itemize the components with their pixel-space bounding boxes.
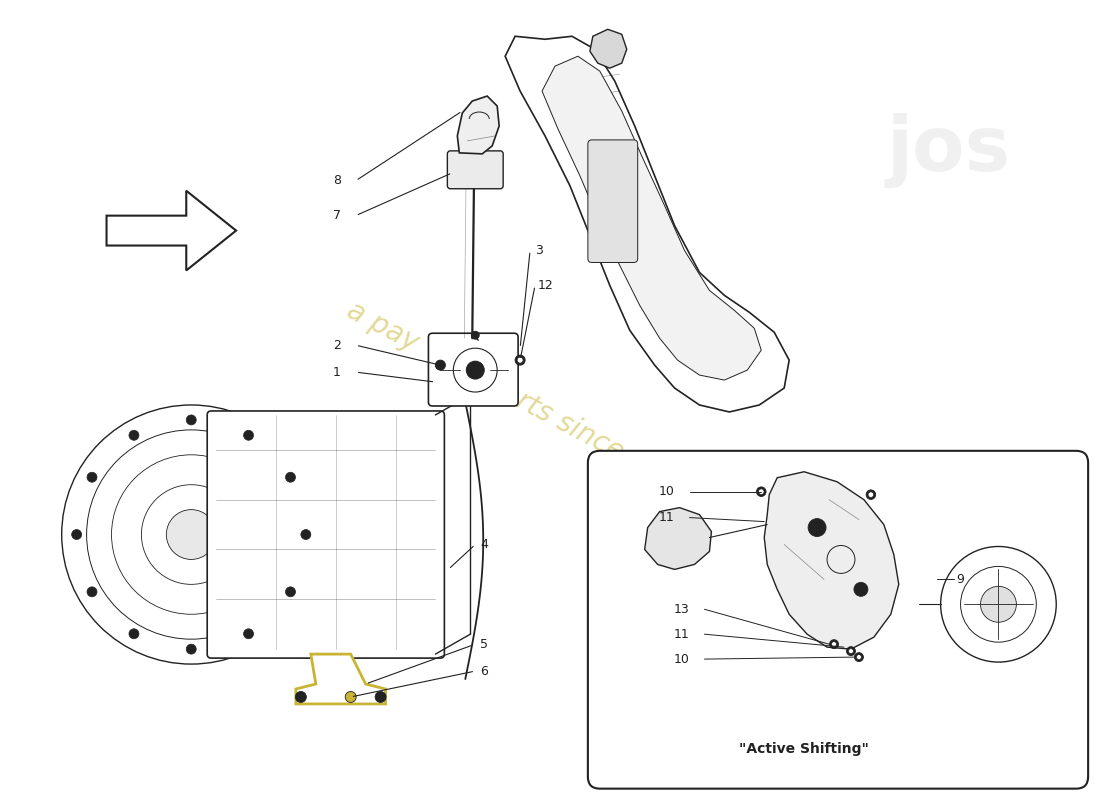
Circle shape: [301, 530, 311, 539]
Text: 8: 8: [332, 174, 341, 187]
Circle shape: [866, 490, 876, 499]
FancyBboxPatch shape: [448, 151, 503, 189]
Circle shape: [466, 361, 484, 379]
Circle shape: [186, 415, 196, 425]
Circle shape: [129, 629, 139, 638]
Circle shape: [848, 649, 854, 654]
Polygon shape: [764, 472, 899, 649]
Circle shape: [436, 360, 446, 370]
Text: 11: 11: [674, 628, 690, 641]
Circle shape: [980, 586, 1016, 622]
Circle shape: [515, 355, 525, 365]
Polygon shape: [590, 30, 627, 68]
Circle shape: [757, 487, 766, 497]
Circle shape: [854, 582, 868, 596]
Text: 7: 7: [332, 209, 341, 222]
Circle shape: [286, 587, 296, 597]
Circle shape: [868, 492, 873, 498]
Circle shape: [87, 472, 97, 482]
Circle shape: [832, 642, 836, 646]
FancyBboxPatch shape: [587, 451, 1088, 789]
Circle shape: [471, 331, 480, 339]
Polygon shape: [458, 96, 499, 154]
Circle shape: [72, 530, 81, 539]
Circle shape: [87, 587, 97, 597]
Text: 2: 2: [333, 338, 341, 352]
Text: 13: 13: [674, 602, 690, 616]
Circle shape: [759, 489, 764, 494]
FancyBboxPatch shape: [428, 334, 518, 406]
Text: jos: jos: [887, 114, 1011, 188]
Text: 1: 1: [333, 366, 341, 378]
Circle shape: [517, 357, 524, 363]
Circle shape: [345, 691, 356, 702]
Circle shape: [296, 691, 306, 702]
Polygon shape: [542, 56, 761, 380]
Circle shape: [808, 518, 826, 537]
Circle shape: [186, 644, 196, 654]
FancyBboxPatch shape: [587, 140, 638, 262]
Text: a pay    ior parts since 1985: a pay ior parts since 1985: [342, 296, 698, 504]
Text: 11: 11: [659, 511, 674, 524]
Text: 9: 9: [957, 573, 965, 586]
Circle shape: [855, 653, 864, 662]
Text: 5: 5: [481, 638, 488, 650]
Text: 4: 4: [481, 538, 488, 551]
Circle shape: [243, 430, 253, 440]
Circle shape: [829, 640, 838, 649]
Polygon shape: [296, 654, 386, 704]
Circle shape: [243, 629, 253, 638]
Circle shape: [375, 691, 386, 702]
Polygon shape: [645, 508, 712, 570]
Circle shape: [847, 646, 856, 656]
Text: 6: 6: [481, 665, 488, 678]
Circle shape: [129, 430, 139, 440]
Text: 10: 10: [659, 485, 674, 498]
Circle shape: [857, 654, 861, 659]
Circle shape: [166, 510, 217, 559]
FancyBboxPatch shape: [207, 411, 444, 658]
Text: "Active Shifting": "Active Shifting": [739, 742, 869, 756]
Text: 3: 3: [535, 244, 543, 257]
Polygon shape: [505, 36, 789, 412]
Circle shape: [286, 472, 296, 482]
Text: 10: 10: [673, 653, 690, 666]
Polygon shape: [107, 190, 236, 270]
Text: 12: 12: [538, 279, 553, 292]
